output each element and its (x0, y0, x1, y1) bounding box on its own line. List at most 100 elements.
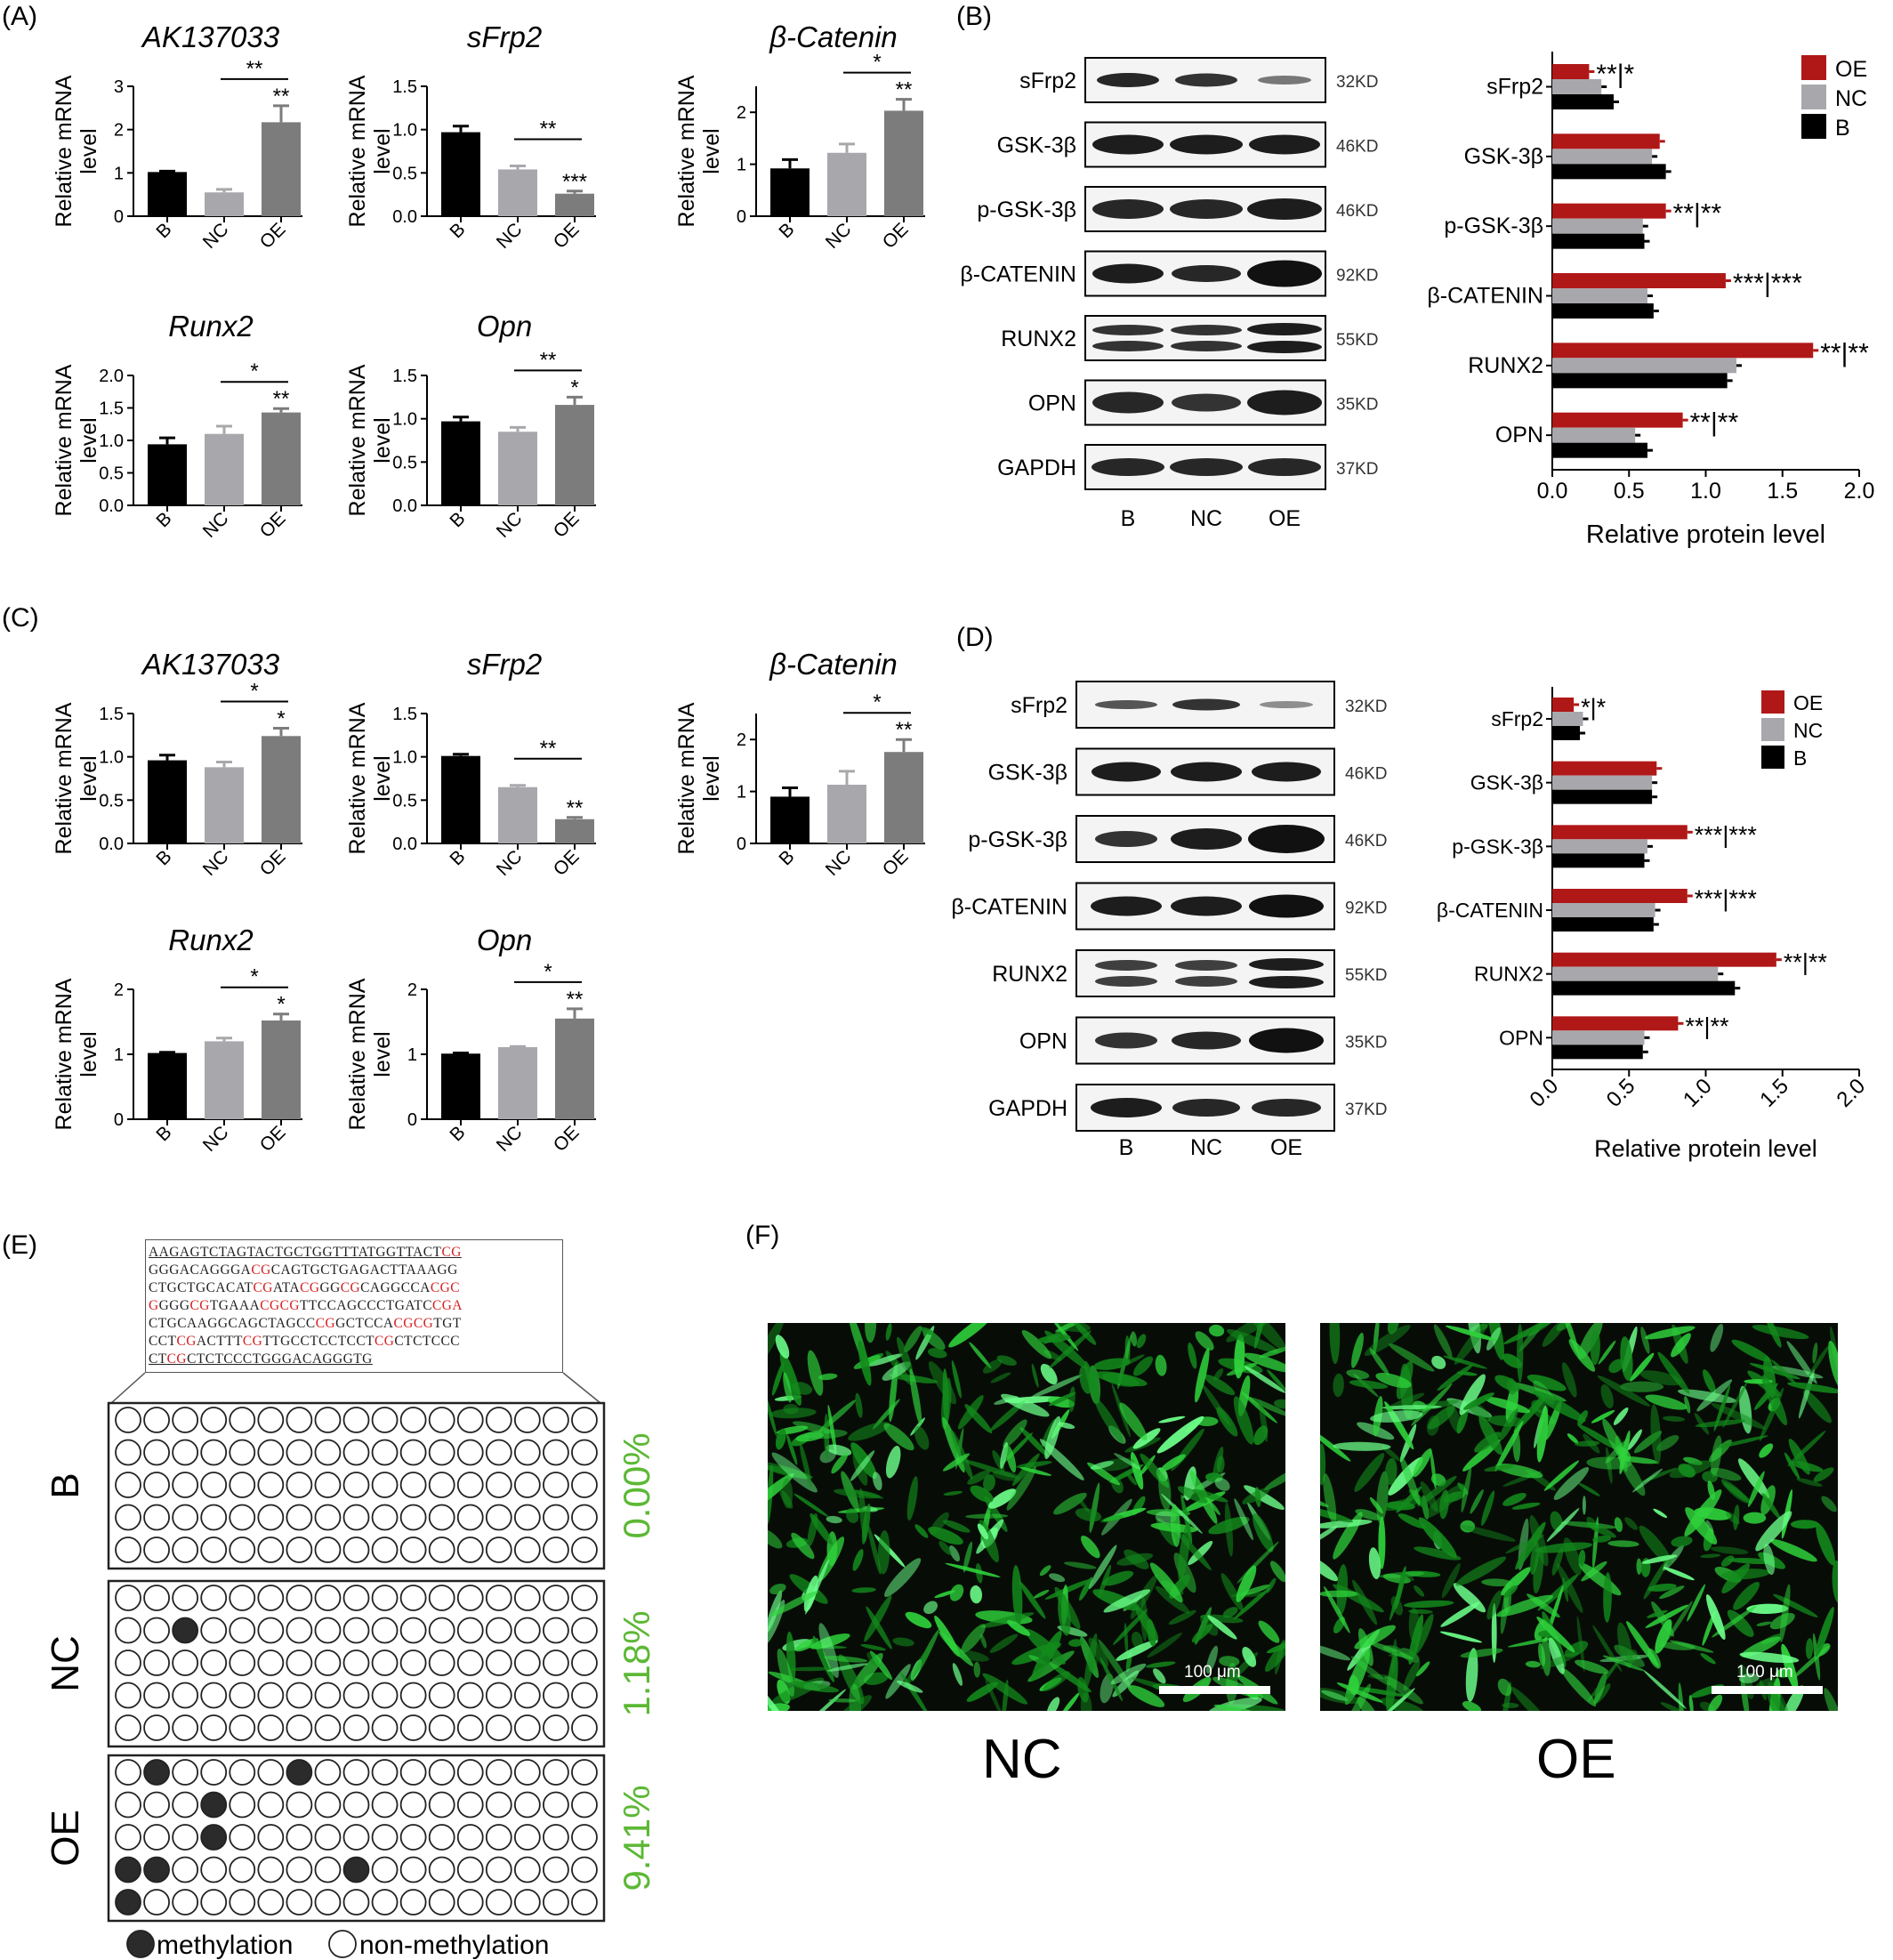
bar-B (1552, 1045, 1643, 1060)
fluorescent-cell (884, 1558, 922, 1597)
fluorescent-cell (1375, 1373, 1412, 1388)
fluorescent-cell (1110, 1663, 1147, 1685)
fluorescent-cell (1590, 1330, 1600, 1366)
blot-band (1172, 1031, 1241, 1050)
fluorescent-cell (1507, 1377, 1517, 1395)
fluorescent-cell (996, 1355, 1017, 1367)
fluorescent-cell (1094, 1398, 1124, 1444)
fluorescent-cell (1031, 1631, 1062, 1682)
unmethylated-cpg (143, 1407, 170, 1433)
x-tick-label: B (446, 846, 469, 869)
x-tick-label: 1.5 (1767, 479, 1798, 504)
blot-row-label: OPN (1028, 391, 1076, 416)
unmethylated-cpg (485, 1537, 512, 1563)
unmethylated-cpg (485, 1889, 512, 1916)
fluorescent-cell (1663, 1567, 1695, 1581)
bracket-significance: * (544, 960, 552, 984)
fluorescent-cell (1403, 1659, 1421, 1691)
fluorescent-cell (775, 1428, 786, 1450)
unmethylated-cpg (543, 1407, 569, 1433)
unmethylated-cpg (229, 1856, 256, 1883)
fluorescent-cell (1815, 1607, 1834, 1658)
blot-strip (1084, 315, 1326, 361)
methylation-group-box (107, 1579, 606, 1748)
methylated-cpg (342, 1856, 370, 1883)
legend-label: B (1793, 746, 1807, 770)
blot-band (1170, 199, 1243, 219)
category-label: RUNX2 (1474, 963, 1543, 986)
chart-title: sFrp2 (467, 20, 542, 53)
unmethylated-cpg (286, 1585, 313, 1611)
molecular-weight: 32KD (1345, 698, 1388, 716)
fluorescent-cell (977, 1523, 988, 1540)
bar-B (441, 1053, 480, 1119)
bar-NC (205, 767, 244, 843)
fluorescent-cell (948, 1323, 994, 1348)
fluorescent-cell (1320, 1519, 1373, 1528)
fluorescent-cell (914, 1425, 930, 1450)
unmethylated-cpg (399, 1824, 427, 1851)
bracket-significance: ** (540, 348, 557, 372)
unmethylated-cpg (571, 1824, 598, 1851)
fluorescent-cell (1336, 1564, 1349, 1615)
significance-mark: * (277, 993, 285, 1017)
fluorescent-cell (1369, 1496, 1383, 1514)
unmethylated-cpg (485, 1585, 512, 1611)
unmethylated-cpg (257, 1714, 285, 1741)
methylated-cpg (200, 1791, 228, 1819)
y-tick-label: 1 (114, 1045, 124, 1065)
y-tick-label: 0 (114, 207, 124, 227)
blot-band (1247, 323, 1322, 335)
unmethylated-cpg (371, 1824, 399, 1851)
unmethylated-cpg (342, 1889, 370, 1916)
x-tick-label: NC (493, 846, 527, 880)
bar-B (1552, 373, 1728, 389)
bracket-significance: * (873, 51, 881, 75)
fluorescent-cell (988, 1488, 1017, 1509)
unmethylated-cpg (543, 1439, 569, 1466)
fluorescent-cell (1816, 1523, 1835, 1566)
fluorescent-cell (1329, 1323, 1341, 1365)
unmethylated-cpg (143, 1649, 170, 1676)
fluorescent-cell (1048, 1391, 1076, 1407)
unmethylated-cpg (257, 1439, 285, 1466)
fluorescent-cell (1639, 1525, 1672, 1566)
chart-title: β-Catenin (769, 648, 898, 681)
y-axis-label: Relative mRNAlevel (52, 364, 101, 516)
unmethylated-cpg (229, 1537, 256, 1563)
fluorescent-cell (1688, 1695, 1694, 1711)
fluorescent-cell (1536, 1617, 1575, 1653)
bar-OE (1552, 889, 1688, 903)
legend-label: NC (1835, 86, 1867, 111)
unmethylated-cpg (428, 1714, 455, 1741)
y-tick-label: 0 (737, 207, 746, 227)
significance-mark: **|** (1690, 408, 1739, 438)
fluorescent-cell (1058, 1593, 1071, 1636)
unmethylated-cpg (172, 1439, 199, 1466)
fluorescent-cell (1562, 1362, 1577, 1398)
bar-NC (498, 432, 537, 505)
fluorescent-cell (1575, 1659, 1609, 1674)
bracket-significance: * (250, 359, 258, 383)
legend-methylated-dot (126, 1930, 155, 1958)
bar-NC (1552, 218, 1643, 234)
fluorescent-cell (1644, 1326, 1696, 1340)
fluorescent-cell (1253, 1513, 1274, 1553)
blot-band (1247, 198, 1322, 220)
chart-title: Opn (477, 310, 532, 343)
blot-band (1095, 1032, 1157, 1049)
fluorescent-cell (961, 1459, 1018, 1479)
category-label: β-CATENIN (1437, 899, 1543, 922)
fluorescent-cell (1517, 1324, 1524, 1383)
fluorescent-cell (768, 1683, 787, 1711)
molecular-weight: 46KD (1345, 832, 1388, 851)
bar-OE (262, 412, 301, 505)
fluorescent-cell (826, 1663, 868, 1672)
fluorescent-cell (1536, 1407, 1549, 1463)
blot-row-label: RUNX2 (992, 962, 1067, 987)
fluorescent-cell (1016, 1461, 1052, 1469)
fluorescent-cell (1626, 1620, 1659, 1667)
unmethylated-cpg (342, 1824, 370, 1851)
legend-label: OE (1793, 691, 1823, 714)
unmethylated-cpg (314, 1407, 342, 1433)
